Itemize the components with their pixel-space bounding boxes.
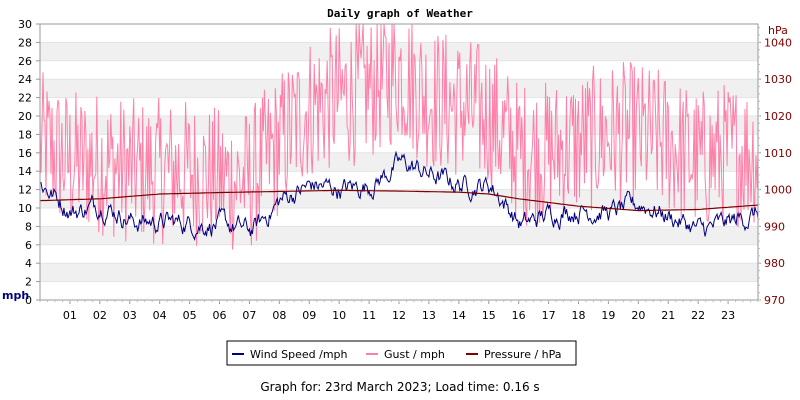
y-left-tick-label: 26 (18, 55, 32, 68)
grid-band (40, 42, 758, 61)
series-wind-line (39, 150, 759, 242)
x-tick-label: 14 (452, 309, 466, 322)
x-tick-label: 23 (721, 309, 735, 322)
x-tick-label: 17 (542, 309, 556, 322)
x-tick-label: 04 (153, 309, 167, 322)
series-gust-line (39, 23, 759, 250)
x-tick-label: 08 (272, 309, 286, 322)
y-right-tick-label: 990 (764, 220, 785, 233)
y-left-tick-label: 28 (18, 36, 32, 49)
y-left-tick-label: 20 (18, 110, 32, 123)
y-left-tick-label: 16 (18, 147, 32, 160)
grid-band (40, 263, 758, 282)
y-left-tick-label: 12 (18, 184, 32, 197)
x-tick-label: 06 (213, 309, 227, 322)
x-tick-label: 11 (362, 309, 376, 322)
y-left-tick-label: 0 (25, 294, 32, 307)
y-left-axis-label: mph (2, 289, 29, 302)
x-tick-label: 10 (332, 309, 346, 322)
y-right-tick-label: 980 (764, 257, 785, 270)
x-tick-label: 02 (93, 309, 107, 322)
x-tick-label: 21 (661, 309, 675, 322)
y-left-tick-label: 22 (18, 92, 32, 105)
y-left-tick-label: 14 (18, 165, 32, 178)
y-left-tick-label: 6 (25, 239, 32, 252)
y-right-tick-label: 1000 (764, 184, 792, 197)
y-left-tick-label: 30 (18, 18, 32, 31)
y-right-axis-label: hPa (768, 24, 788, 37)
y-left-tick-label: 4 (25, 257, 32, 270)
x-tick-label: 12 (392, 309, 406, 322)
y-left-tick-label: 8 (25, 220, 32, 233)
y-right-tick-label: 1040 (764, 36, 792, 49)
legend-box (226, 340, 577, 366)
series-pressure-line (39, 189, 759, 212)
x-tick-label: 09 (302, 309, 316, 322)
y-right-tick-label: 1030 (764, 73, 792, 86)
x-tick-label: 19 (601, 309, 615, 322)
x-tick-label: 07 (242, 309, 256, 322)
y-left-tick-label: 10 (18, 202, 32, 215)
grid-band (40, 226, 758, 245)
x-tick-label: 18 (572, 309, 586, 322)
y-left-tick-label: 2 (25, 276, 32, 289)
x-tick-label: 16 (512, 309, 526, 322)
y-left-tick-label: 24 (18, 73, 32, 86)
y-right-tick-label: 970 (764, 294, 785, 307)
y-left-tick-label: 18 (18, 128, 32, 141)
x-tick-label: 03 (123, 309, 137, 322)
legend-label-wind: Wind Speed /mph (250, 348, 348, 361)
footer-text: Graph for: 23rd March 2023; Load time: 0… (260, 380, 540, 394)
x-tick-label: 22 (691, 309, 705, 322)
chart-title: Daily graph of Weather (327, 7, 473, 20)
x-tick-label: 13 (422, 309, 436, 322)
x-tick-label: 15 (482, 309, 496, 322)
y-right-tick-label: 1020 (764, 110, 792, 123)
x-tick-label: 05 (183, 309, 197, 322)
legend-label-pressure: Pressure / hPa (484, 348, 562, 361)
x-tick-label: 20 (631, 309, 645, 322)
x-tick-label: 01 (63, 309, 77, 322)
y-right-tick-label: 1010 (764, 147, 792, 160)
legend-label-gust: Gust / mph (384, 348, 445, 361)
